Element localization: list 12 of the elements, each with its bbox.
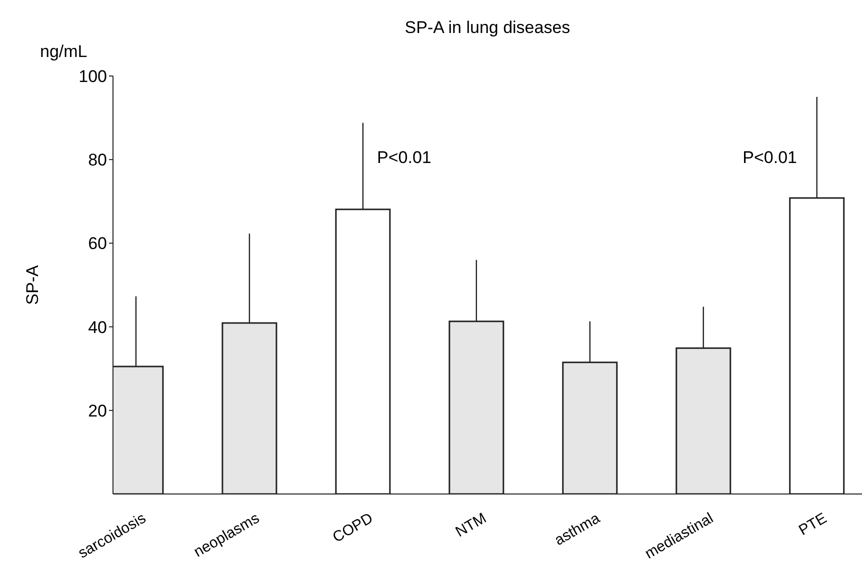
y-tick-label: 60 — [88, 234, 107, 254]
annotation: P<0.01 — [742, 148, 797, 168]
y-tick-label: 80 — [88, 150, 107, 170]
y-tick-label: 40 — [88, 318, 107, 337]
y-tick-label: 100 — [78, 67, 107, 86]
y-axis-title: SP-A — [23, 265, 43, 305]
annotation: P<0.01 — [377, 148, 432, 168]
text: ng/mL — [40, 42, 88, 62]
x-tick-label: PTE — [796, 510, 830, 540]
chart-title: SP-A in lung diseases — [404, 18, 572, 38]
y-tick-label: 20 — [88, 401, 107, 420]
x-tick-label: NTM — [452, 510, 490, 541]
